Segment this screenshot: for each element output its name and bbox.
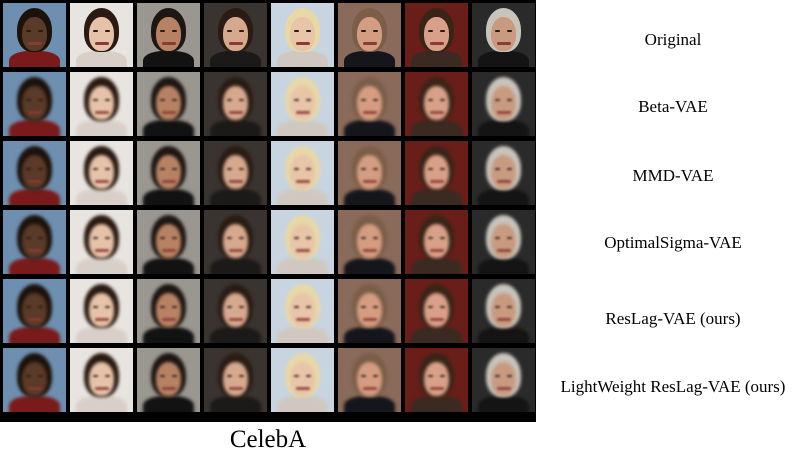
face-image (3, 210, 66, 274)
face-image (3, 279, 66, 343)
face-image (137, 210, 200, 274)
face-image (405, 348, 468, 412)
face-image (70, 3, 133, 67)
face-image (338, 210, 401, 274)
face-image (271, 210, 334, 274)
face-image (338, 72, 401, 136)
face-image (137, 348, 200, 412)
face-image (204, 210, 267, 274)
face-image (137, 279, 200, 343)
face-image (405, 72, 468, 136)
face-image (405, 3, 468, 67)
face-image (338, 3, 401, 67)
face-image (204, 141, 267, 205)
face-image (405, 279, 468, 343)
face-image (70, 348, 133, 412)
face-image (137, 3, 200, 67)
face-image (405, 210, 468, 274)
face-image (70, 72, 133, 136)
face-image (137, 72, 200, 136)
face-image (271, 279, 334, 343)
face-image (204, 3, 267, 67)
dataset-caption: CelebA (229, 426, 307, 453)
face-image (3, 3, 66, 67)
face-image (3, 348, 66, 412)
face-image (137, 141, 200, 205)
face-image (405, 141, 468, 205)
row-label-mmd-vae: MMD-VAE (632, 166, 714, 185)
face-image (338, 348, 401, 412)
face-image (204, 348, 267, 412)
face-image (472, 210, 535, 274)
row-label-reslag-vae: ResLag-VAE (ours) (605, 309, 741, 328)
face-image (3, 141, 66, 205)
face-image (204, 279, 267, 343)
row-label-original: Original (644, 30, 702, 49)
face-image (472, 279, 535, 343)
face-image (204, 72, 267, 136)
reconstruction-grid (0, 0, 536, 422)
row-label-lightweight-reslag-vae: LightWeight ResLag-VAE (ours) (560, 377, 786, 396)
face-image (472, 72, 535, 136)
face-image (472, 141, 535, 205)
face-image (70, 210, 133, 274)
face-image (472, 3, 535, 67)
face-image (338, 141, 401, 205)
face-image (271, 348, 334, 412)
face-image (70, 279, 133, 343)
row-label-optimalsigma-vae: OptimalSigma-VAE (604, 233, 742, 252)
face-image (271, 3, 334, 67)
face-image (3, 72, 66, 136)
face-image (70, 141, 133, 205)
face-image (472, 348, 535, 412)
row-label-beta-vae: Beta-VAE (638, 97, 708, 116)
face-image (271, 72, 334, 136)
face-image (338, 279, 401, 343)
face-image (271, 141, 334, 205)
